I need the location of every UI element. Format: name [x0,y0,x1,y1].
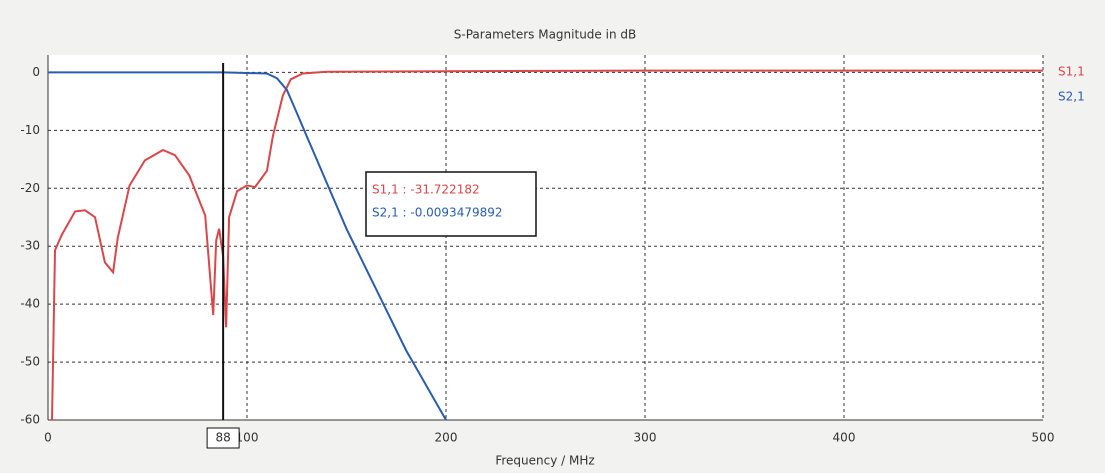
readout-box [365,171,537,237]
readout-label: S1,1 : -31.722182 [372,183,480,197]
x-tick-label: 100 [236,431,259,445]
cursor-label-box [206,427,240,449]
series-line [51,69,1043,421]
y-tick-label: 0 [32,65,40,79]
x-tick-label: 200 [435,431,458,445]
y-tick-label: -40 [20,297,40,311]
chart-title: S-Parameters Magnitude in dB [454,28,636,42]
y-tick-label: -30 [20,239,40,253]
x-tick-label: 500 [1032,431,1055,445]
y-tick-label: -10 [20,123,40,137]
x-axis-label: Frequency / MHz [495,454,594,468]
y-tick-label: -50 [20,355,40,369]
readout-label: S2,1 : -0.0093479892 [372,206,503,220]
cursor-label: 88 [215,431,230,445]
legend-label: S2,1 [1058,90,1085,104]
x-tick-label: 0 [44,431,52,445]
y-tick-label: -60 [20,413,40,427]
legend-label: S1,1 [1058,65,1085,79]
plot-area [48,55,1043,420]
x-tick-label: 300 [634,431,657,445]
x-tick-label: 400 [833,431,856,445]
series-line [48,71,447,421]
y-tick-label: -20 [20,181,40,195]
